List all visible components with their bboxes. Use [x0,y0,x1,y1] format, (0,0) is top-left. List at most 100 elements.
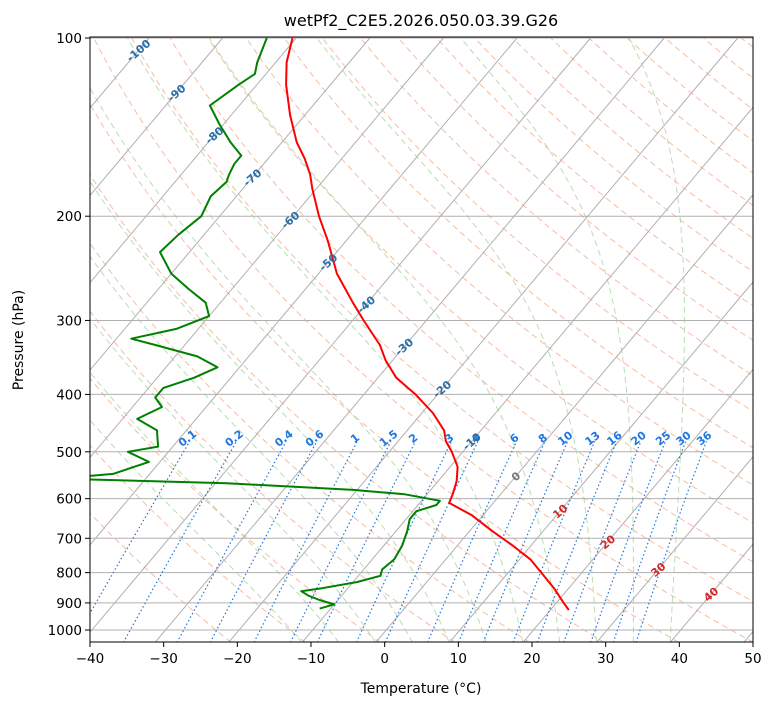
isotherm [0,38,2,643]
moist-adiabat [90,419,303,642]
dry-adiabat [702,37,753,79]
mixing-ratio-label: 16 [605,428,625,448]
mixing-ratio-label: 0.6 [303,427,327,449]
isotherm-label: -90 [165,82,189,105]
x-tick-label: −20 [223,651,252,667]
isotherm [90,37,518,546]
dry-adiabat [90,512,232,642]
dry-adiabat [90,242,530,642]
x-tick-label: −30 [149,651,178,667]
mixing-ratio-label: 6 [507,431,521,446]
y-tick-label: 800 [56,566,82,582]
x-tick-label: 40 [671,651,688,667]
dry-adiabat [550,37,753,207]
moist-adiabat [208,37,561,642]
x-tick-label: 50 [744,651,761,667]
isotherm [228,37,739,642]
dry-adiabat [436,37,753,307]
dry-adiabat [245,37,753,486]
dry-adiabat [664,37,753,111]
y-tick-label: 400 [56,387,82,403]
mixing-ratio-line [316,441,417,642]
x-tick-label: 30 [597,651,614,667]
isotherm [90,37,444,459]
dry-adiabat [207,37,753,524]
isotherm-label: -80 [203,124,227,147]
plot-frame [89,36,754,643]
isotherm [90,37,297,284]
isotherm [669,543,753,642]
x-tick-label: 20 [523,651,540,667]
isotherm [90,37,591,634]
y-tick-label: 700 [56,531,82,547]
isotherm-label: -20 [431,378,455,401]
y-tick-label: 1000 [48,623,82,639]
y-tick-label: 500 [56,445,82,461]
y-tick-label: 100 [56,31,82,47]
mixing-ratio-label: 36 [694,428,714,448]
dewpoint-profile-line [90,37,441,610]
y-tick-label: 600 [56,492,82,508]
moist-adiabat [316,37,597,642]
moist-adiabat [127,37,524,642]
dry-adiabat [90,444,306,642]
mixing-ratio-label: 0.2 [223,427,246,449]
dry-adiabat [93,37,753,642]
mixing-ratio-label: 0.1 [176,427,199,449]
isotherm [90,37,371,371]
x-tick-label: 0 [380,651,389,667]
dry-adiabat [90,377,381,642]
isotherm [154,37,665,642]
x-tick-label: −10 [297,651,326,667]
x-tick-label: −40 [76,651,105,667]
mixing-ratio-label: 30 [674,429,694,449]
mixing-ratio-line [176,441,287,642]
dry-adiabat [90,310,456,642]
y-tick-label: 200 [56,209,82,225]
dry-adiabat [360,37,753,377]
mixing-ratio-line [612,441,687,642]
isotherm [743,630,753,642]
isotherm [90,37,223,197]
mixing-ratio-line [458,441,546,642]
mixing-ratio-label: 2 [406,431,420,446]
mixing-ratio-line [289,441,392,642]
isotherm [449,281,753,642]
mixing-ratio-label: 3 [442,431,456,446]
mixing-ratio-line [209,441,318,642]
y-tick-label: 300 [56,313,82,329]
dry-adiabat [321,37,753,412]
mixing-ratio-label: 0.4 [272,427,296,449]
moist-adiabat [628,37,685,642]
mixing-ratio-label: 25 [653,429,673,449]
mixing-ratio-line [122,441,237,642]
mixing-ratio-line [426,441,518,642]
isotherm [375,193,753,642]
dry-adiabat [90,173,605,642]
moist-adiabat [460,37,634,642]
isotherm-label: -10 [460,430,484,453]
moist-adiabat [90,371,340,642]
dry-adiabat [131,37,753,603]
moist-adiabat [90,86,487,642]
isotherm [301,106,753,642]
isotherm [596,456,753,642]
x-axis-label: Temperature (°C) [360,681,482,697]
moist-adiabat [90,317,376,642]
mixing-ratio-line [384,441,479,642]
dry-adiabat [398,37,753,341]
isotherm-label: -60 [279,209,303,232]
mixing-ratio-line [253,441,358,642]
mixing-ratio-label: 13 [583,429,603,449]
chart-title: wetPf2_C2E5.2026.050.03.39.G26 [284,11,558,31]
mixing-ratio-line [590,441,666,642]
y-axis-label: Pressure (hPa) [11,290,27,390]
dry-adiabat [90,103,680,642]
x-tick-label: 10 [450,651,467,667]
mixing-ratio-label: 20 [629,428,649,448]
isotherm [522,368,753,642]
moist-adiabat [90,255,413,642]
mixing-ratio-label: 1 [348,431,362,446]
mixing-ratio-line [90,440,191,615]
